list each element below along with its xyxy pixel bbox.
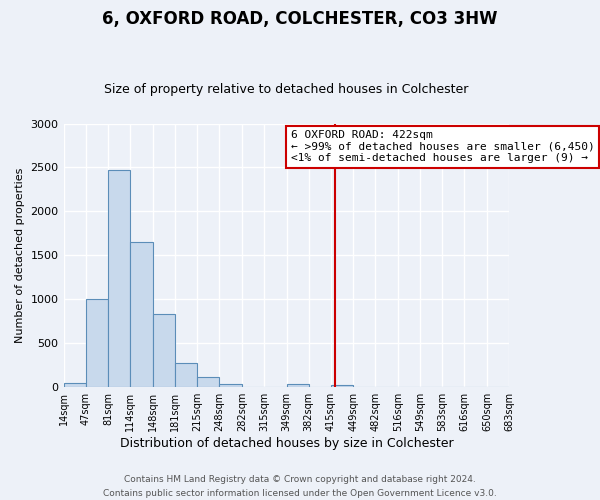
Text: 6, OXFORD ROAD, COLCHESTER, CO3 3HW: 6, OXFORD ROAD, COLCHESTER, CO3 3HW bbox=[102, 10, 498, 28]
Bar bbox=[153, 314, 175, 387]
Title: Size of property relative to detached houses in Colchester: Size of property relative to detached ho… bbox=[104, 83, 469, 96]
Bar bbox=[287, 384, 308, 387]
Text: Contains HM Land Registry data © Crown copyright and database right 2024.
Contai: Contains HM Land Registry data © Crown c… bbox=[103, 476, 497, 498]
Y-axis label: Number of detached properties: Number of detached properties bbox=[15, 168, 25, 343]
Bar bbox=[331, 385, 353, 387]
Bar bbox=[64, 383, 86, 387]
Bar bbox=[197, 376, 220, 387]
Bar bbox=[108, 170, 130, 387]
Bar bbox=[175, 364, 197, 387]
Bar bbox=[130, 242, 153, 387]
Bar bbox=[220, 384, 242, 387]
Text: 6 OXFORD ROAD: 422sqm
← >99% of detached houses are smaller (6,450)
<1% of semi-: 6 OXFORD ROAD: 422sqm ← >99% of detached… bbox=[291, 130, 595, 164]
X-axis label: Distribution of detached houses by size in Colchester: Distribution of detached houses by size … bbox=[119, 437, 453, 450]
Bar bbox=[86, 300, 108, 387]
